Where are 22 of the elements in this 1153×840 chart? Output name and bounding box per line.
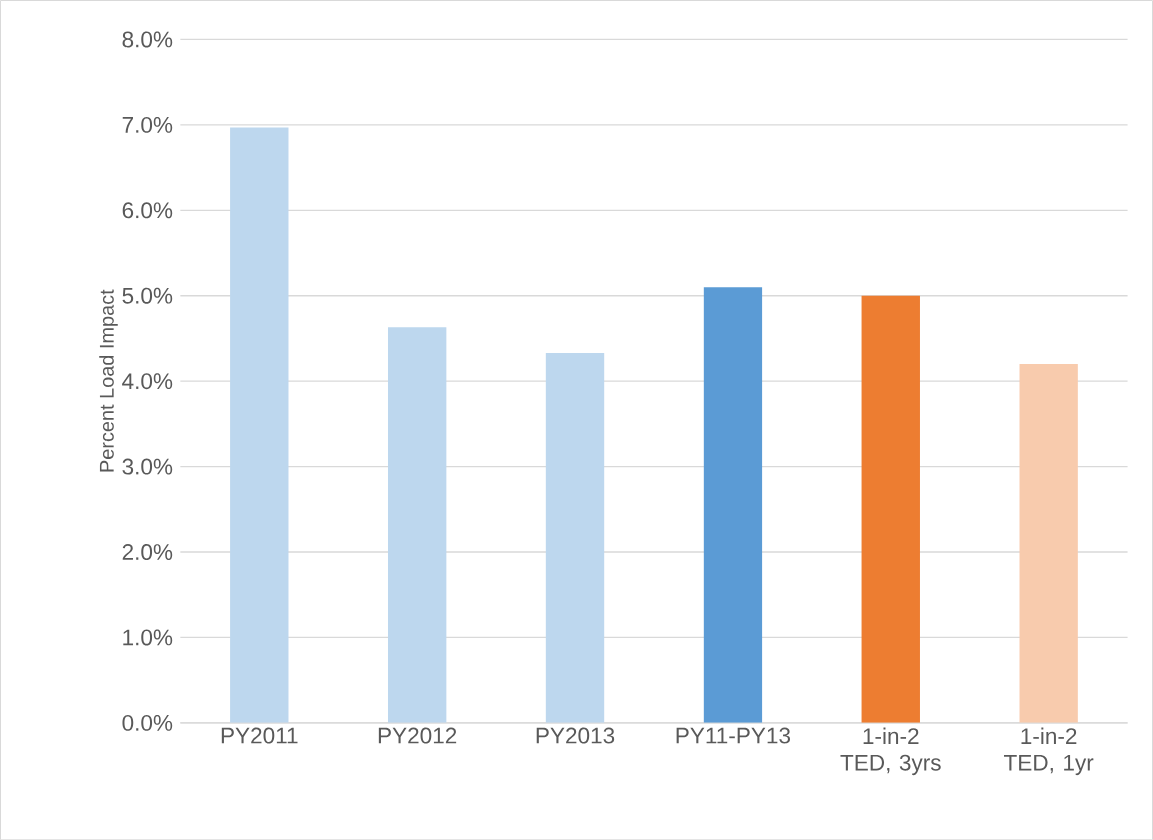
bar	[1019, 363, 1078, 723]
bar	[861, 295, 920, 723]
y-tick-label: 1.0%	[123, 629, 173, 646]
y-tick-label: 8.0%	[122, 31, 173, 48]
bar	[703, 287, 763, 723]
x-tick-label: PY2012	[378, 727, 457, 744]
x-tick-label: PY2011	[221, 727, 298, 744]
x-tick-label: 1-in-2 TED, 1yr	[1004, 727, 1094, 775]
y-tick-label: 5.0%	[122, 287, 173, 304]
y-tick-label: 6.0%	[122, 202, 173, 219]
bar	[545, 352, 605, 723]
x-tick-label: PY11-PY13	[676, 727, 791, 744]
y-tick-label: 4.0%	[122, 373, 173, 390]
y-tick-label: 2.0%	[122, 543, 173, 560]
x-tick-label: PY2013	[536, 727, 615, 744]
x-tick-label: 1-in-2 TED, 3yrs	[840, 727, 941, 775]
bar	[230, 127, 289, 723]
y-axis-title: Percent Load Impact	[99, 289, 118, 472]
y-tick-label: 3.0%	[122, 458, 173, 475]
y-tick-label: 0.0%	[122, 714, 173, 731]
bar	[387, 327, 447, 723]
y-tick-label: 7.0%	[122, 116, 173, 133]
